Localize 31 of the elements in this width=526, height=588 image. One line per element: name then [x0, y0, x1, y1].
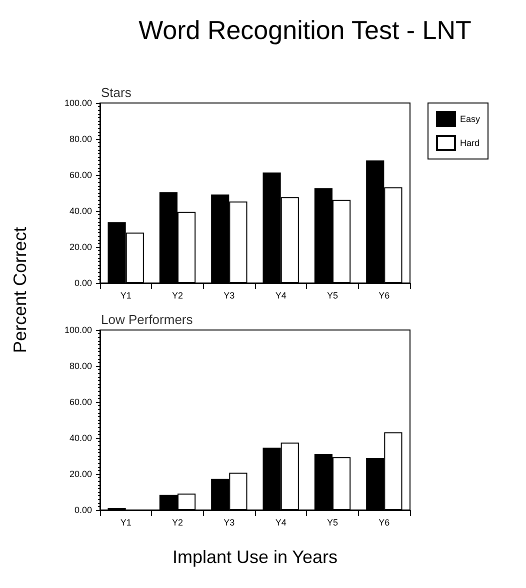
y-tick-label: 100.00 [64, 98, 92, 108]
chart-title: Word Recognition Test - LNT [138, 15, 472, 45]
y-tick-label: 60.00 [69, 397, 92, 407]
y-tick-label: 80.00 [69, 134, 92, 144]
y-tick-label: 80.00 [69, 361, 92, 371]
x-tick-label: Y2 [172, 290, 184, 300]
y-axis-title: Percent Correct [10, 226, 30, 354]
y-tick-label: 0.00 [74, 278, 92, 288]
y-tick-label: 60.00 [69, 170, 92, 180]
y-tick-label: 0.00 [74, 505, 92, 515]
legend-label: Hard [460, 138, 480, 148]
x-tick-label: Y5 [326, 290, 338, 300]
y-tick-label: 20.00 [69, 242, 92, 252]
x-tick-label: Y1 [120, 290, 132, 300]
y-tick-label: 40.00 [69, 206, 92, 216]
legend-label: Easy [460, 114, 481, 124]
x-tick-label: Y6 [378, 518, 390, 528]
x-tick-label: Y4 [275, 290, 286, 300]
x-tick-label: Y5 [326, 518, 338, 528]
y-tick-label: 20.00 [69, 469, 92, 479]
y-tick-label: 100.00 [64, 325, 92, 335]
y-tick-label: 40.00 [69, 433, 92, 443]
x-tick-label: Y3 [224, 290, 235, 300]
chart-subtitle: Low Performers [101, 312, 194, 327]
x-tick-label: Y4 [275, 518, 286, 528]
x-tick-label: Y2 [172, 518, 184, 528]
chart-subtitle: Stars [101, 85, 132, 100]
x-tick-label: Y1 [120, 518, 132, 528]
x-axis-title: Implant Use in Years [172, 547, 338, 567]
x-tick-label: Y6 [378, 290, 390, 300]
x-tick-label: Y3 [224, 518, 235, 528]
